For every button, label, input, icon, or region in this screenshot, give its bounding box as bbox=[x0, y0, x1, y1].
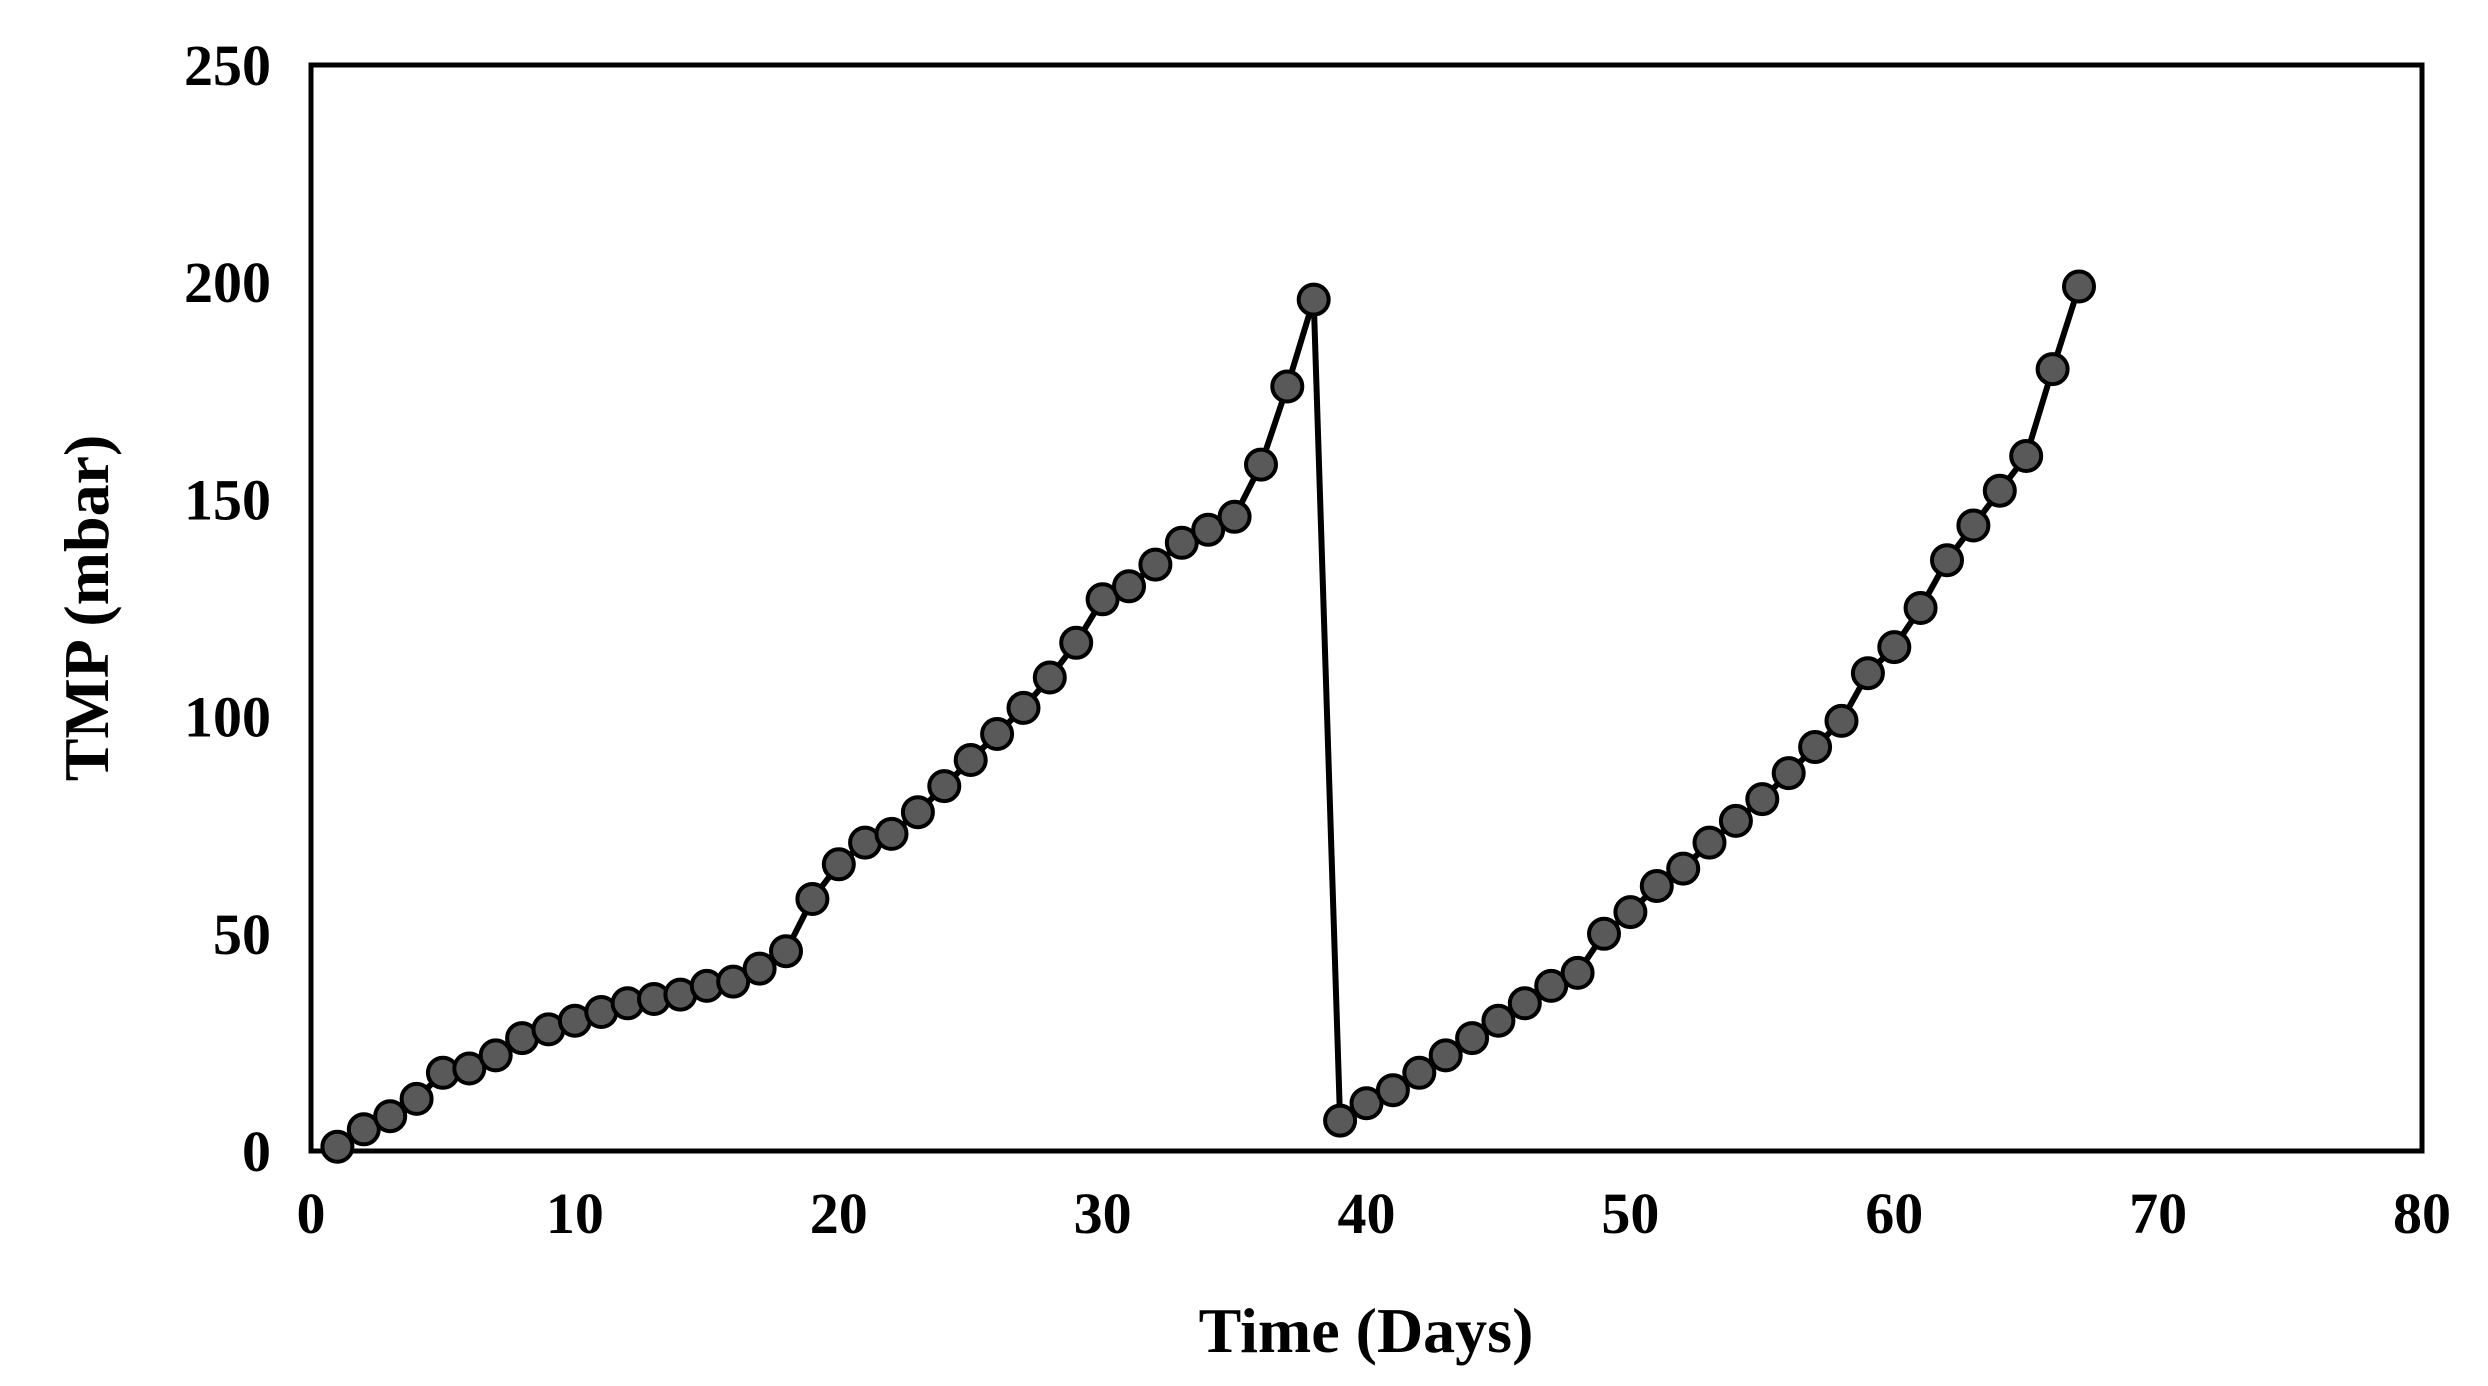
data-point-day-46 bbox=[1507, 986, 1542, 1021]
data-point-day-44 bbox=[1455, 1021, 1490, 1056]
data-point-day-67 bbox=[2062, 269, 2096, 304]
data-point-day-17 bbox=[742, 951, 777, 986]
data-point-day-28 bbox=[1032, 660, 1067, 695]
data-point-day-4 bbox=[399, 1081, 434, 1116]
y-axis-ticks: 0 50 100 150 200 250 bbox=[184, 33, 271, 1184]
data-point-day-25 bbox=[953, 743, 988, 777]
data-point-day-43 bbox=[1428, 1038, 1463, 1073]
data-point-day-23 bbox=[900, 795, 935, 830]
data-point-day-61 bbox=[1903, 591, 1938, 625]
x-tick-label-40: 40 bbox=[1338, 1181, 1396, 1246]
data-point-day-22 bbox=[874, 816, 909, 851]
series-layer bbox=[320, 269, 2096, 1164]
data-point-day-37 bbox=[1270, 369, 1305, 404]
data-point-day-58 bbox=[1824, 703, 1859, 738]
data-point-day-3 bbox=[373, 1099, 408, 1134]
y-tick-label-200: 200 bbox=[184, 250, 271, 315]
y-tick-label-0: 0 bbox=[242, 1119, 271, 1184]
x-tick-label-20: 20 bbox=[810, 1181, 868, 1246]
x-tick-label-80: 80 bbox=[2393, 1181, 2451, 1246]
data-point-day-2 bbox=[346, 1112, 381, 1147]
y-tick-label-50: 50 bbox=[213, 902, 271, 967]
x-axis-ticks: 0 10 20 30 40 50 60 70 80 bbox=[297, 1181, 2452, 1246]
data-point-day-57 bbox=[1798, 730, 1833, 764]
data-point-day-18 bbox=[769, 934, 803, 969]
data-point-day-29 bbox=[1059, 625, 1094, 660]
data-point-day-1 bbox=[320, 1129, 355, 1164]
plot-area bbox=[308, 62, 2425, 1154]
data-point-day-51 bbox=[1639, 869, 1674, 903]
data-point-day-24 bbox=[927, 769, 962, 804]
data-point-day-65 bbox=[2009, 439, 2044, 473]
x-tick-label-0: 0 bbox=[297, 1181, 326, 1246]
data-point-day-27 bbox=[1006, 690, 1041, 725]
x-tick-label-70: 70 bbox=[2129, 1181, 2187, 1246]
data-point-day-30 bbox=[1085, 582, 1120, 617]
y-axis-title: TMP (mbar) bbox=[51, 435, 122, 782]
x-tick-label-30: 30 bbox=[1074, 1181, 1132, 1246]
data-point-day-31 bbox=[1112, 569, 1146, 604]
data-point-day-62 bbox=[1930, 543, 1964, 578]
data-point-day-7 bbox=[478, 1038, 513, 1073]
x-axis-title: Time (Days) bbox=[1199, 1295, 1534, 1366]
data-point-day-32 bbox=[1138, 547, 1173, 582]
data-point-day-63 bbox=[1956, 508, 1991, 543]
data-point-day-40 bbox=[1349, 1086, 1384, 1121]
data-point-day-41 bbox=[1375, 1073, 1410, 1108]
data-point-day-34 bbox=[1191, 512, 1226, 547]
data-point-day-53 bbox=[1692, 825, 1727, 860]
data-point-day-45 bbox=[1481, 1003, 1516, 1038]
data-point-day-39 bbox=[1323, 1103, 1358, 1138]
data-point-day-49 bbox=[1587, 916, 1621, 951]
data-point-day-20 bbox=[821, 847, 856, 882]
data-point-day-36 bbox=[1244, 447, 1278, 482]
y-tick-label-150: 150 bbox=[184, 467, 271, 532]
data-point-day-60 bbox=[1877, 630, 1912, 665]
data-point-day-19 bbox=[795, 882, 830, 916]
data-point-day-66 bbox=[2035, 352, 2070, 387]
data-point-day-50 bbox=[1613, 895, 1648, 930]
data-point-day-35 bbox=[1217, 499, 1252, 534]
y-tick-label-100: 100 bbox=[184, 685, 271, 750]
data-point-day-48 bbox=[1560, 955, 1595, 990]
data-point-day-64 bbox=[1982, 473, 2017, 508]
data-point-day-55 bbox=[1745, 782, 1780, 817]
data-point-day-33 bbox=[1164, 525, 1199, 560]
data-point-day-47 bbox=[1534, 968, 1569, 1003]
data-point-day-26 bbox=[980, 717, 1015, 751]
y-tick-label-250: 250 bbox=[184, 33, 271, 98]
x-tick-label-10: 10 bbox=[546, 1181, 604, 1246]
data-point-day-54 bbox=[1718, 803, 1753, 838]
data-point-day-42 bbox=[1402, 1055, 1437, 1090]
data-point-day-38 bbox=[1296, 282, 1331, 317]
x-tick-label-50: 50 bbox=[1601, 1181, 1659, 1246]
data-point-day-52 bbox=[1666, 851, 1701, 886]
data-point-day-56 bbox=[1771, 756, 1806, 791]
data-point-day-59 bbox=[1850, 656, 1885, 691]
x-tick-label-60: 60 bbox=[1865, 1181, 1923, 1246]
data-point-day-16 bbox=[716, 964, 751, 999]
data-point-day-6 bbox=[452, 1051, 487, 1086]
